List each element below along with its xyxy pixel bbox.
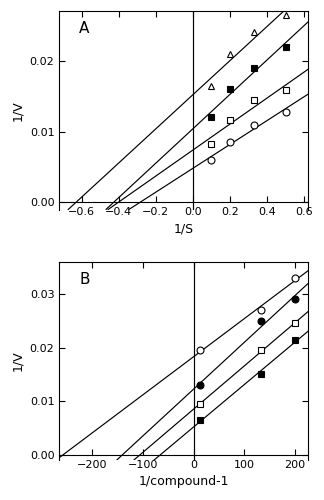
Y-axis label: 1/V: 1/V: [11, 100, 24, 120]
X-axis label: 1/compound-1: 1/compound-1: [138, 476, 229, 488]
X-axis label: 1/S: 1/S: [173, 223, 194, 236]
Text: B: B: [79, 272, 90, 286]
Y-axis label: 1/V: 1/V: [11, 350, 24, 372]
Text: A: A: [79, 21, 89, 36]
